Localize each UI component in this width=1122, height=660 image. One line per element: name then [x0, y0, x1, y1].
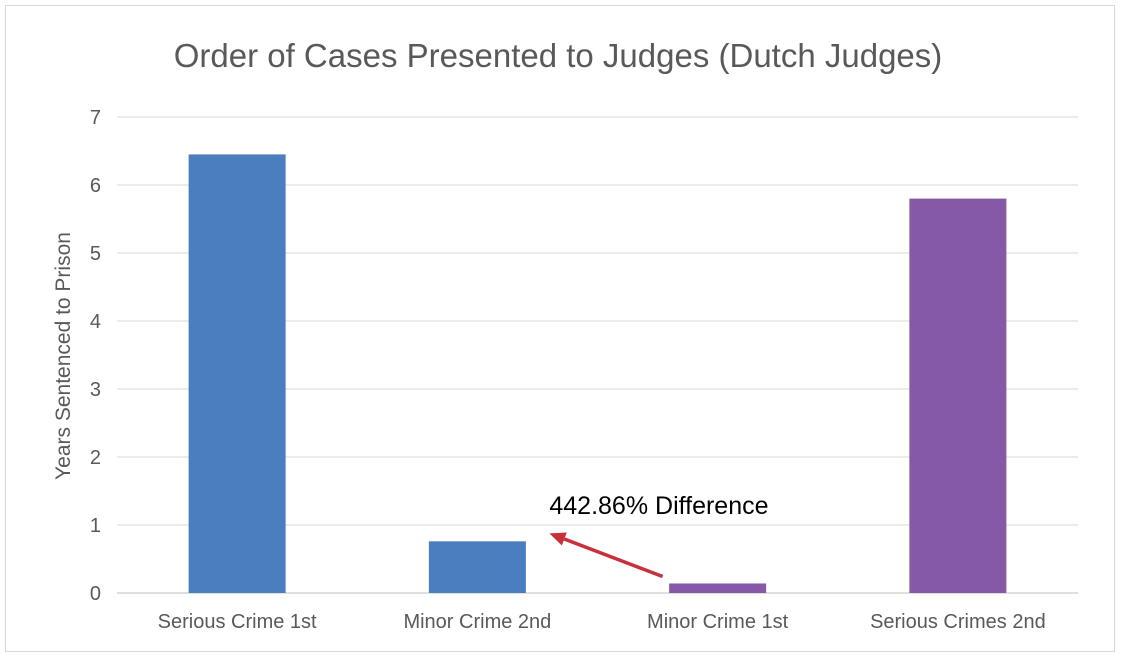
y-tick-label: 3	[90, 379, 101, 401]
x-tick-label: Minor Crime 2nd	[403, 611, 551, 633]
y-tick-label: 0	[90, 583, 101, 605]
chart-title: Order of Cases Presented to Judges (Dutc…	[174, 37, 943, 74]
x-tick-label: Serious Crimes 2nd	[870, 611, 1046, 633]
bar	[188, 154, 286, 593]
bar	[909, 198, 1007, 593]
y-axis-ticks: 0 1 2 3 4 5 6 7	[90, 107, 101, 605]
bar	[428, 541, 526, 593]
x-tick-label: Serious Crime 1st	[158, 611, 317, 633]
annotation-group: 442.86% Difference	[549, 492, 769, 579]
y-tick-label: 7	[90, 107, 101, 129]
x-axis-ticks: Serious Crime 1st Minor Crime 2nd Minor Cr…	[158, 611, 1046, 633]
annotation-arrowhead	[549, 532, 567, 546]
annotation-arrow-line	[563, 537, 664, 579]
bar	[669, 583, 767, 593]
y-axis-title: Years Sentenced to Prison	[52, 232, 75, 480]
y-tick-label: 2	[90, 447, 101, 469]
annotation-label: 442.86% Difference	[549, 492, 768, 520]
y-tick-label: 5	[90, 243, 101, 265]
y-tick-label: 4	[90, 311, 101, 333]
y-tick-label: 1	[90, 515, 101, 537]
x-tick-label: Minor Crime 1st	[647, 611, 789, 633]
y-tick-label: 6	[90, 175, 101, 197]
bars	[188, 154, 1007, 593]
